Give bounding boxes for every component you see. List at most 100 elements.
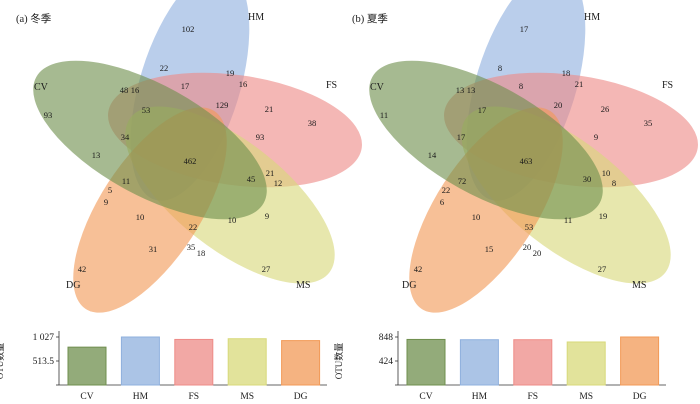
set-label-cv: CV xyxy=(34,82,49,93)
unique-count-dg: 42 xyxy=(78,264,87,274)
y-tick-label: 424 xyxy=(379,357,394,367)
x-tick-label: CV xyxy=(419,392,432,402)
y-axis-label: OTU数量 xyxy=(0,343,5,380)
unique-count-fs: 35 xyxy=(644,118,653,128)
set-label-dg: DG xyxy=(402,280,416,291)
unique-count-ms: 27 xyxy=(598,264,607,274)
overlap-count: 10 xyxy=(136,212,145,222)
unique-count-fs: 38 xyxy=(308,118,317,128)
panel-title: (b) 夏季 xyxy=(352,13,388,25)
overlap-count: 21 xyxy=(575,79,584,89)
overlap-count: 129 xyxy=(216,100,229,110)
overlap-count: 8 xyxy=(612,178,616,188)
overlap-count: 20 xyxy=(533,248,542,258)
overlap-count: 21 xyxy=(265,104,274,114)
overlap-count: 48 xyxy=(120,85,129,95)
x-tick-label: HM xyxy=(472,392,488,402)
overlap-count: 14 xyxy=(428,150,437,160)
venn-ellipse-cv xyxy=(33,60,267,220)
core-count: 462 xyxy=(184,156,197,166)
x-tick-label: DG xyxy=(633,392,647,402)
panel-title: (a) 冬季 xyxy=(16,12,52,25)
overlap-count: 22 xyxy=(442,185,451,195)
overlap-count: 53 xyxy=(525,222,534,232)
overlap-count: 9 xyxy=(104,197,108,207)
bar-fs xyxy=(174,338,214,386)
set-label-ms: MS xyxy=(296,280,310,291)
core-count: 463 xyxy=(520,156,533,166)
set-label-cv: CV xyxy=(370,82,385,93)
overlap-count: 16 xyxy=(131,85,140,95)
overlap-count: 19 xyxy=(226,68,235,78)
overlap-count: 22 xyxy=(160,63,169,73)
overlap-count: 8 xyxy=(519,81,523,91)
overlap-count: 72 xyxy=(458,176,467,186)
bar-dg xyxy=(620,336,660,386)
bar-cv xyxy=(67,346,107,386)
overlap-count: 22 xyxy=(189,222,198,232)
overlap-count: 9 xyxy=(265,211,269,221)
overlap-count: 26 xyxy=(601,104,610,114)
overlap-count: 18 xyxy=(197,248,206,258)
x-tick-label: MS xyxy=(240,392,254,402)
overlap-count: 17 xyxy=(478,105,487,115)
bar-chart-summer: 848 424 OTU数量 CV HM FS MS DG xyxy=(333,331,666,402)
overlap-count: 15 xyxy=(485,244,494,254)
unique-count-cv: 93 xyxy=(44,110,53,120)
bar-chart-winter: 1 027 513.5 OTU数量 CV HM FS MS DG xyxy=(0,331,327,402)
y-tick-label: 1 027 xyxy=(33,333,55,343)
overlap-count: 12 xyxy=(274,178,283,188)
overlap-count: 20 xyxy=(523,242,532,252)
set-label-fs: FS xyxy=(662,80,673,91)
set-label-fs: FS xyxy=(326,80,337,91)
bar-ms xyxy=(227,338,267,386)
overlap-count: 21 xyxy=(266,168,275,178)
overlap-count: 13 xyxy=(456,85,465,95)
y-axis-label: OTU数量 xyxy=(333,343,344,380)
bar-hm xyxy=(459,339,499,386)
x-tick-label: FS xyxy=(189,392,200,402)
overlap-count: 6 xyxy=(440,197,444,207)
overlap-count: 11 xyxy=(564,215,572,225)
overlap-count: 45 xyxy=(247,174,256,184)
x-tick-label: FS xyxy=(528,392,539,402)
overlap-count: 17 xyxy=(457,132,466,142)
overlap-count: 17 xyxy=(181,81,190,91)
venn-ellipse-cv xyxy=(369,60,603,220)
unique-count-cv: 11 xyxy=(380,110,388,120)
overlap-count: 13 xyxy=(92,150,101,160)
x-tick-label: DG xyxy=(294,392,308,402)
bar-dg xyxy=(281,340,321,386)
overlap-count: 35 xyxy=(187,242,196,252)
unique-count-ms: 27 xyxy=(262,264,271,274)
overlap-count: 18 xyxy=(562,68,571,78)
overlap-count: 10 xyxy=(228,215,237,225)
overlap-count: 5 xyxy=(108,185,112,195)
overlap-count: 10 xyxy=(472,212,481,222)
overlap-count: 34 xyxy=(121,132,130,142)
set-label-hm: HM xyxy=(584,12,600,23)
overlap-count: 16 xyxy=(239,79,248,89)
overlap-count: 19 xyxy=(599,211,608,221)
set-label-hm: HM xyxy=(248,12,264,23)
overlap-count: 10 xyxy=(602,168,611,178)
bar-ms xyxy=(566,341,606,386)
overlap-count: 13 xyxy=(467,85,476,95)
unique-count-hm: 102 xyxy=(182,24,195,34)
overlap-count: 93 xyxy=(256,132,265,142)
set-label-dg: DG xyxy=(66,280,80,291)
unique-count-dg: 42 xyxy=(414,264,423,274)
overlap-count: 53 xyxy=(142,105,151,115)
overlap-count: 20 xyxy=(554,100,563,110)
x-tick-label: CV xyxy=(80,392,93,402)
venn-winter: (a) 冬季 HMFSMSDGCV931023827424622217191648… xyxy=(16,0,362,313)
y-tick-label: 513.5 xyxy=(33,357,55,367)
set-label-ms: MS xyxy=(632,280,646,291)
overlap-count: 8 xyxy=(498,63,502,73)
unique-count-hm: 17 xyxy=(520,24,529,34)
x-tick-label: HM xyxy=(133,392,149,402)
y-tick-label: 848 xyxy=(379,333,394,343)
bar-hm xyxy=(120,336,160,386)
